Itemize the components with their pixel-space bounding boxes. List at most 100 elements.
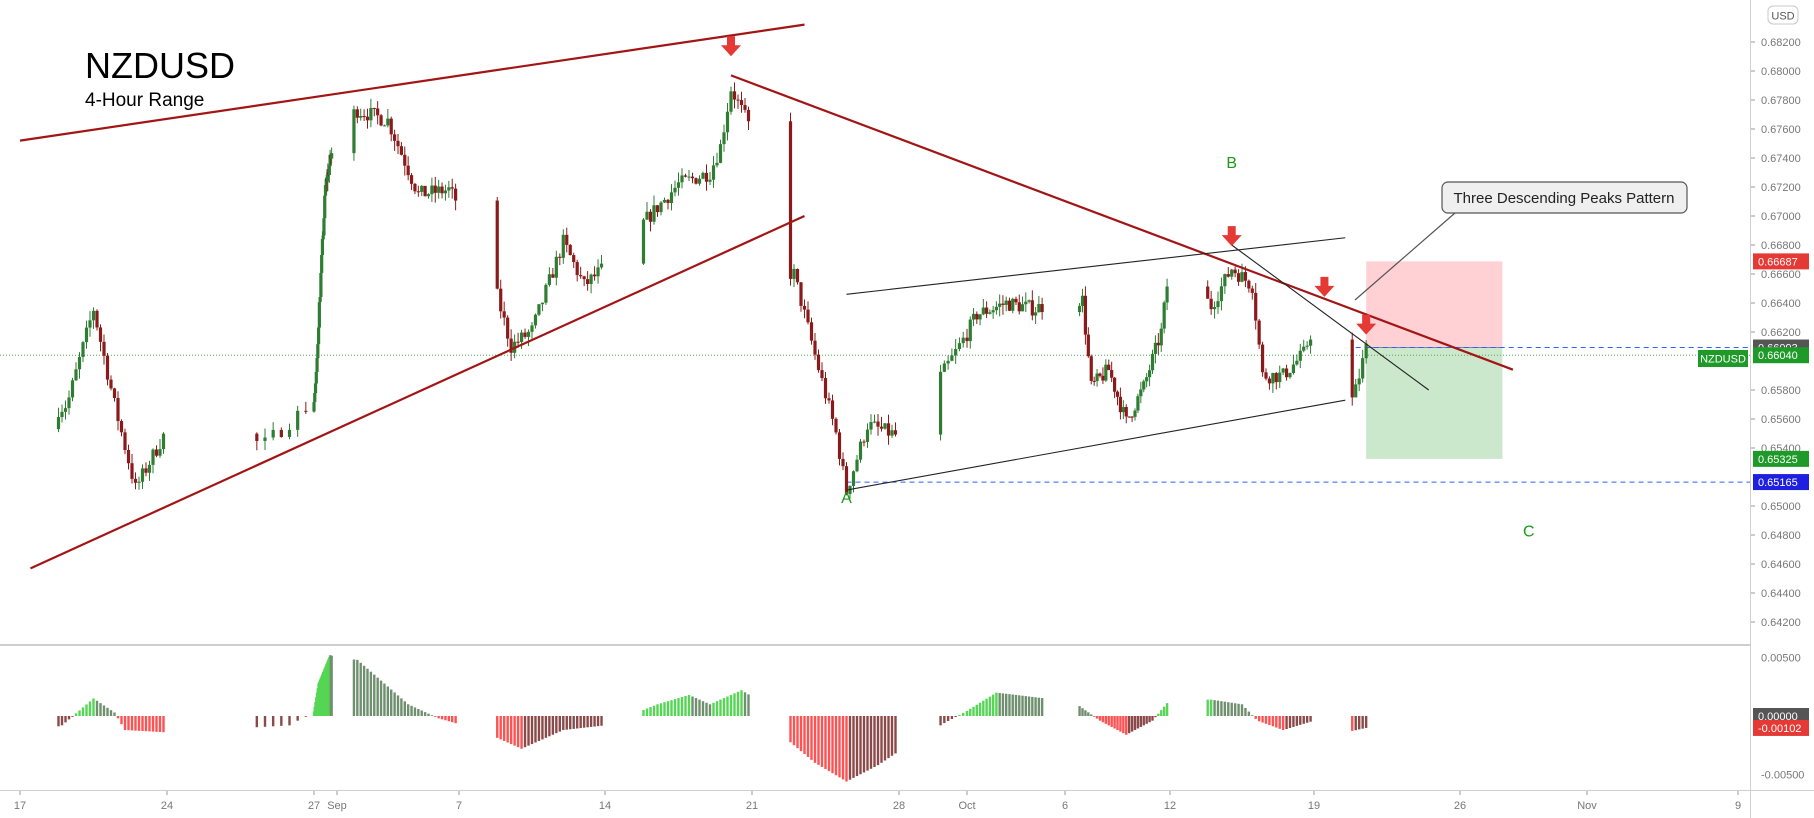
currency-badge[interactable]: USD — [1767, 5, 1799, 25]
candle-body — [697, 178, 702, 184]
histogram-bar — [965, 710, 969, 716]
histogram-bar — [420, 710, 423, 716]
histogram-bar — [1139, 716, 1143, 727]
trendline-b-wave-descent[interactable] — [1231, 244, 1430, 391]
candle-body — [589, 274, 593, 284]
candle-body — [844, 466, 849, 494]
candle-body — [862, 441, 866, 443]
candle-body — [1014, 298, 1018, 303]
candle-body — [1216, 301, 1220, 308]
price-tick-label: 0.64200 — [1761, 617, 1801, 629]
histogram-bar — [687, 694, 691, 716]
histogram-bar — [1011, 694, 1014, 716]
histogram-bar — [1005, 693, 1008, 716]
histogram-bar — [1110, 716, 1113, 727]
histogram-bar — [572, 716, 575, 729]
candle-body — [382, 125, 387, 127]
indicator-axis[interactable]: 0.00500 -0.00500 — [1761, 653, 1804, 782]
histogram-bar — [255, 716, 259, 728]
histogram-bar — [496, 716, 499, 738]
price-tick-label: 0.66400 — [1761, 298, 1801, 310]
candle-body — [855, 459, 859, 472]
price-tick-label: 0.67800 — [1761, 95, 1801, 107]
histogram-bar — [596, 716, 600, 727]
candle-body — [551, 274, 555, 278]
candle-body — [324, 179, 328, 186]
time-axis[interactable]: 17 24 27 Sep 7 14 21 28 Oct 6 12 19 26 Nov 9 — [14, 791, 1741, 812]
histogram-bar — [736, 691, 740, 716]
price-axis[interactable]: 0.68200 0.68000 0.67800 0.67600 0.67400 0.672… — [1751, 37, 1801, 629]
histogram-bar — [1037, 697, 1041, 716]
histogram-bar — [712, 702, 715, 716]
histogram-bar — [666, 701, 670, 716]
candle-body — [1037, 304, 1041, 313]
candle-body — [74, 369, 78, 381]
candle-body — [1153, 342, 1158, 354]
trendline-lower-channel[interactable] — [30, 214, 805, 570]
candle-body — [137, 481, 141, 483]
candle-body — [502, 311, 506, 318]
time-tick-label: 9 — [1735, 800, 1741, 812]
histogram-bar — [743, 692, 747, 716]
trendline-triangle-upper[interactable] — [846, 237, 1346, 295]
candle-body — [440, 186, 444, 194]
time-tick-label: 27 — [308, 800, 320, 812]
candle-body — [1230, 269, 1234, 277]
currency-label: USD — [1771, 11, 1794, 23]
histogram-bar — [722, 698, 726, 716]
histogram-bar — [799, 716, 803, 752]
candle-body — [659, 202, 663, 213]
histogram-bar — [1206, 699, 1209, 716]
histogram-bar — [1154, 716, 1157, 718]
histogram-bar — [841, 716, 845, 780]
candle-body — [322, 218, 326, 236]
histogram-bar — [1278, 716, 1281, 729]
candle-body — [942, 363, 946, 372]
histogram-bar — [673, 699, 677, 716]
histogram-bar — [876, 716, 880, 766]
candle-body — [326, 172, 330, 182]
histogram-bar — [1145, 716, 1148, 724]
candle-body — [1254, 292, 1258, 321]
histogram-bar — [393, 692, 396, 716]
candle-body — [965, 337, 969, 342]
candle-body — [957, 343, 962, 350]
histogram-bar — [427, 713, 430, 716]
candle-body — [523, 332, 527, 337]
candle-body — [450, 187, 454, 189]
trendline-triangle-lower[interactable] — [846, 399, 1346, 491]
trendline-descending-resistance[interactable] — [730, 74, 1514, 371]
candle-body — [830, 400, 835, 419]
trendlines[interactable] — [19, 23, 1514, 570]
candle-body — [872, 421, 877, 423]
histogram-bar — [60, 716, 64, 726]
histogram-bar — [78, 710, 81, 716]
candle-body — [1107, 364, 1111, 371]
candle-body — [834, 418, 838, 433]
candle-body — [323, 195, 327, 219]
histogram-bar — [1021, 695, 1024, 716]
candle-body — [641, 219, 646, 264]
histogram-bar — [509, 716, 513, 745]
histogram-bar — [67, 716, 71, 720]
histogram-bar — [81, 707, 85, 716]
pattern-callout[interactable]: Three Descending Peaks Pattern — [1354, 181, 1688, 301]
histogram-bar — [1031, 696, 1034, 716]
candle-body — [1086, 334, 1090, 357]
histogram-bar — [430, 715, 434, 717]
candle-body — [144, 468, 148, 473]
histogram-bar — [523, 716, 527, 748]
trendline-upper-channel[interactable] — [19, 23, 805, 142]
histogram-bar — [366, 668, 369, 716]
candle-body — [809, 322, 814, 341]
candle-body — [313, 383, 318, 394]
candle-body — [1034, 312, 1038, 316]
histogram-bar — [155, 716, 158, 732]
candle-body — [365, 116, 370, 121]
candle-body — [802, 305, 807, 310]
pattern-callout-text: Three Descending Peaks Pattern — [1454, 190, 1675, 207]
histogram-bar — [1122, 716, 1125, 734]
candle-body — [1243, 272, 1248, 281]
